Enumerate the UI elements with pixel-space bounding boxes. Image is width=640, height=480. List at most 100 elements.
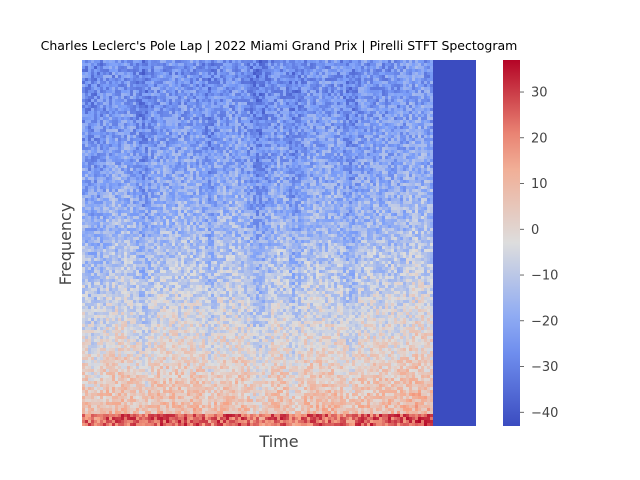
spectrogram-cell [316, 108, 319, 111]
spectrogram-cell [130, 69, 133, 72]
spectrogram-cell [358, 81, 361, 84]
spectrogram-cell [364, 99, 367, 102]
spectrogram-cell [223, 84, 226, 87]
spectrogram-cell [127, 69, 130, 72]
spectrogram-cell [298, 87, 301, 90]
spectrogram-cell [337, 84, 340, 87]
spectrogram-cell [172, 81, 175, 84]
spectrogram-cell [85, 102, 88, 105]
spectrogram-cell [304, 66, 307, 69]
spectrogram-cell [157, 90, 160, 93]
spectrogram-cell [184, 87, 187, 90]
spectrogram-cell [112, 111, 115, 114]
spectrogram-cell [358, 105, 361, 108]
spectrogram-cell [331, 75, 334, 78]
spectrogram-cell [163, 93, 166, 96]
spectrogram-cell [406, 93, 409, 96]
spectrogram-cell [229, 93, 232, 96]
spectrogram-cell [250, 87, 253, 90]
spectrogram-cell [133, 114, 136, 117]
chart-title: Charles Leclerc's Pole Lap | 2022 Miami … [41, 38, 518, 53]
spectrogram-cell [430, 63, 433, 66]
spectrogram-cell [118, 60, 121, 63]
spectrogram-cell [229, 84, 232, 87]
spectrogram-cell [403, 84, 406, 87]
spectrogram-cell [235, 69, 238, 72]
spectrogram-cell [223, 102, 226, 105]
spectrogram-cell [172, 102, 175, 105]
spectrogram-cell [352, 93, 355, 96]
spectrogram-cell [361, 72, 364, 75]
spectrogram-cell [235, 99, 238, 102]
spectrogram-cell [202, 66, 205, 69]
spectrogram-cell [424, 72, 427, 75]
spectrogram-cell [298, 108, 301, 111]
spectrogram-cell [154, 93, 157, 96]
spectrogram-cell [292, 75, 295, 78]
spectrogram-cell [253, 75, 256, 78]
spectrogram-cell [352, 63, 355, 66]
spectrogram-cell [112, 96, 115, 99]
spectrogram-cell [313, 87, 316, 90]
spectrogram-cell [340, 114, 343, 117]
spectrogram-cell [130, 99, 133, 102]
spectrogram-cell [373, 90, 376, 93]
spectrogram-cell [253, 105, 256, 108]
spectrogram-cell [121, 96, 124, 99]
spectrogram-cell [403, 66, 406, 69]
spectrogram-cell [280, 96, 283, 99]
spectrogram-cell [280, 111, 283, 114]
spectrogram-cell [373, 93, 376, 96]
spectrogram-cell [136, 72, 139, 75]
spectrogram-cell [85, 75, 88, 78]
spectrogram-cell [199, 63, 202, 66]
spectrogram-cell [163, 102, 166, 105]
spectrogram-cell [97, 69, 100, 72]
spectrogram-cell [91, 90, 94, 93]
spectrogram-cell [139, 75, 142, 78]
spectrogram-cell [385, 111, 388, 114]
spectrogram-cell [151, 105, 154, 108]
spectrogram-cell [121, 111, 124, 114]
spectrogram-cell [202, 78, 205, 81]
spectrogram-cell [268, 102, 271, 105]
spectrogram-cell [328, 108, 331, 111]
spectrogram-cell [109, 87, 112, 90]
spectrogram-cell [388, 99, 391, 102]
spectrogram-cell [178, 111, 181, 114]
spectrogram-cell [265, 93, 268, 96]
spectrogram-cell [151, 66, 154, 69]
spectrogram-cell [403, 63, 406, 66]
spectrogram-cell [208, 72, 211, 75]
spectrogram-cell [85, 96, 88, 99]
spectrogram-cell [295, 96, 298, 99]
spectrogram-cell [196, 69, 199, 72]
spectrogram-cell [205, 102, 208, 105]
spectrogram-cell [259, 75, 262, 78]
spectrogram-cell [250, 90, 253, 93]
spectrogram-cell [85, 105, 88, 108]
spectrogram-cell [211, 105, 214, 108]
spectrogram-cell [88, 93, 91, 96]
spectrogram-cell [181, 87, 184, 90]
spectrogram-cell [349, 78, 352, 81]
spectrogram-cell [367, 75, 370, 78]
spectrogram-cell [160, 96, 163, 99]
spectrogram-cell [274, 81, 277, 84]
spectrogram-cell [190, 78, 193, 81]
spectrogram-cell [217, 111, 220, 114]
spectrogram-cell [208, 78, 211, 81]
spectrogram-cell [313, 69, 316, 72]
spectrogram-cell [259, 111, 262, 114]
spectrogram-cell [337, 108, 340, 111]
spectrogram-cell [184, 96, 187, 99]
spectrogram-cell [271, 96, 274, 99]
spectrogram-cell [220, 90, 223, 93]
spectrogram-cell [271, 87, 274, 90]
spectrogram-cell [214, 114, 217, 117]
spectrogram-cell [148, 66, 151, 69]
spectrogram-cell [424, 75, 427, 78]
spectrogram-cell [127, 60, 130, 63]
spectrogram-cell [370, 93, 373, 96]
spectrogram-cell [226, 114, 229, 117]
